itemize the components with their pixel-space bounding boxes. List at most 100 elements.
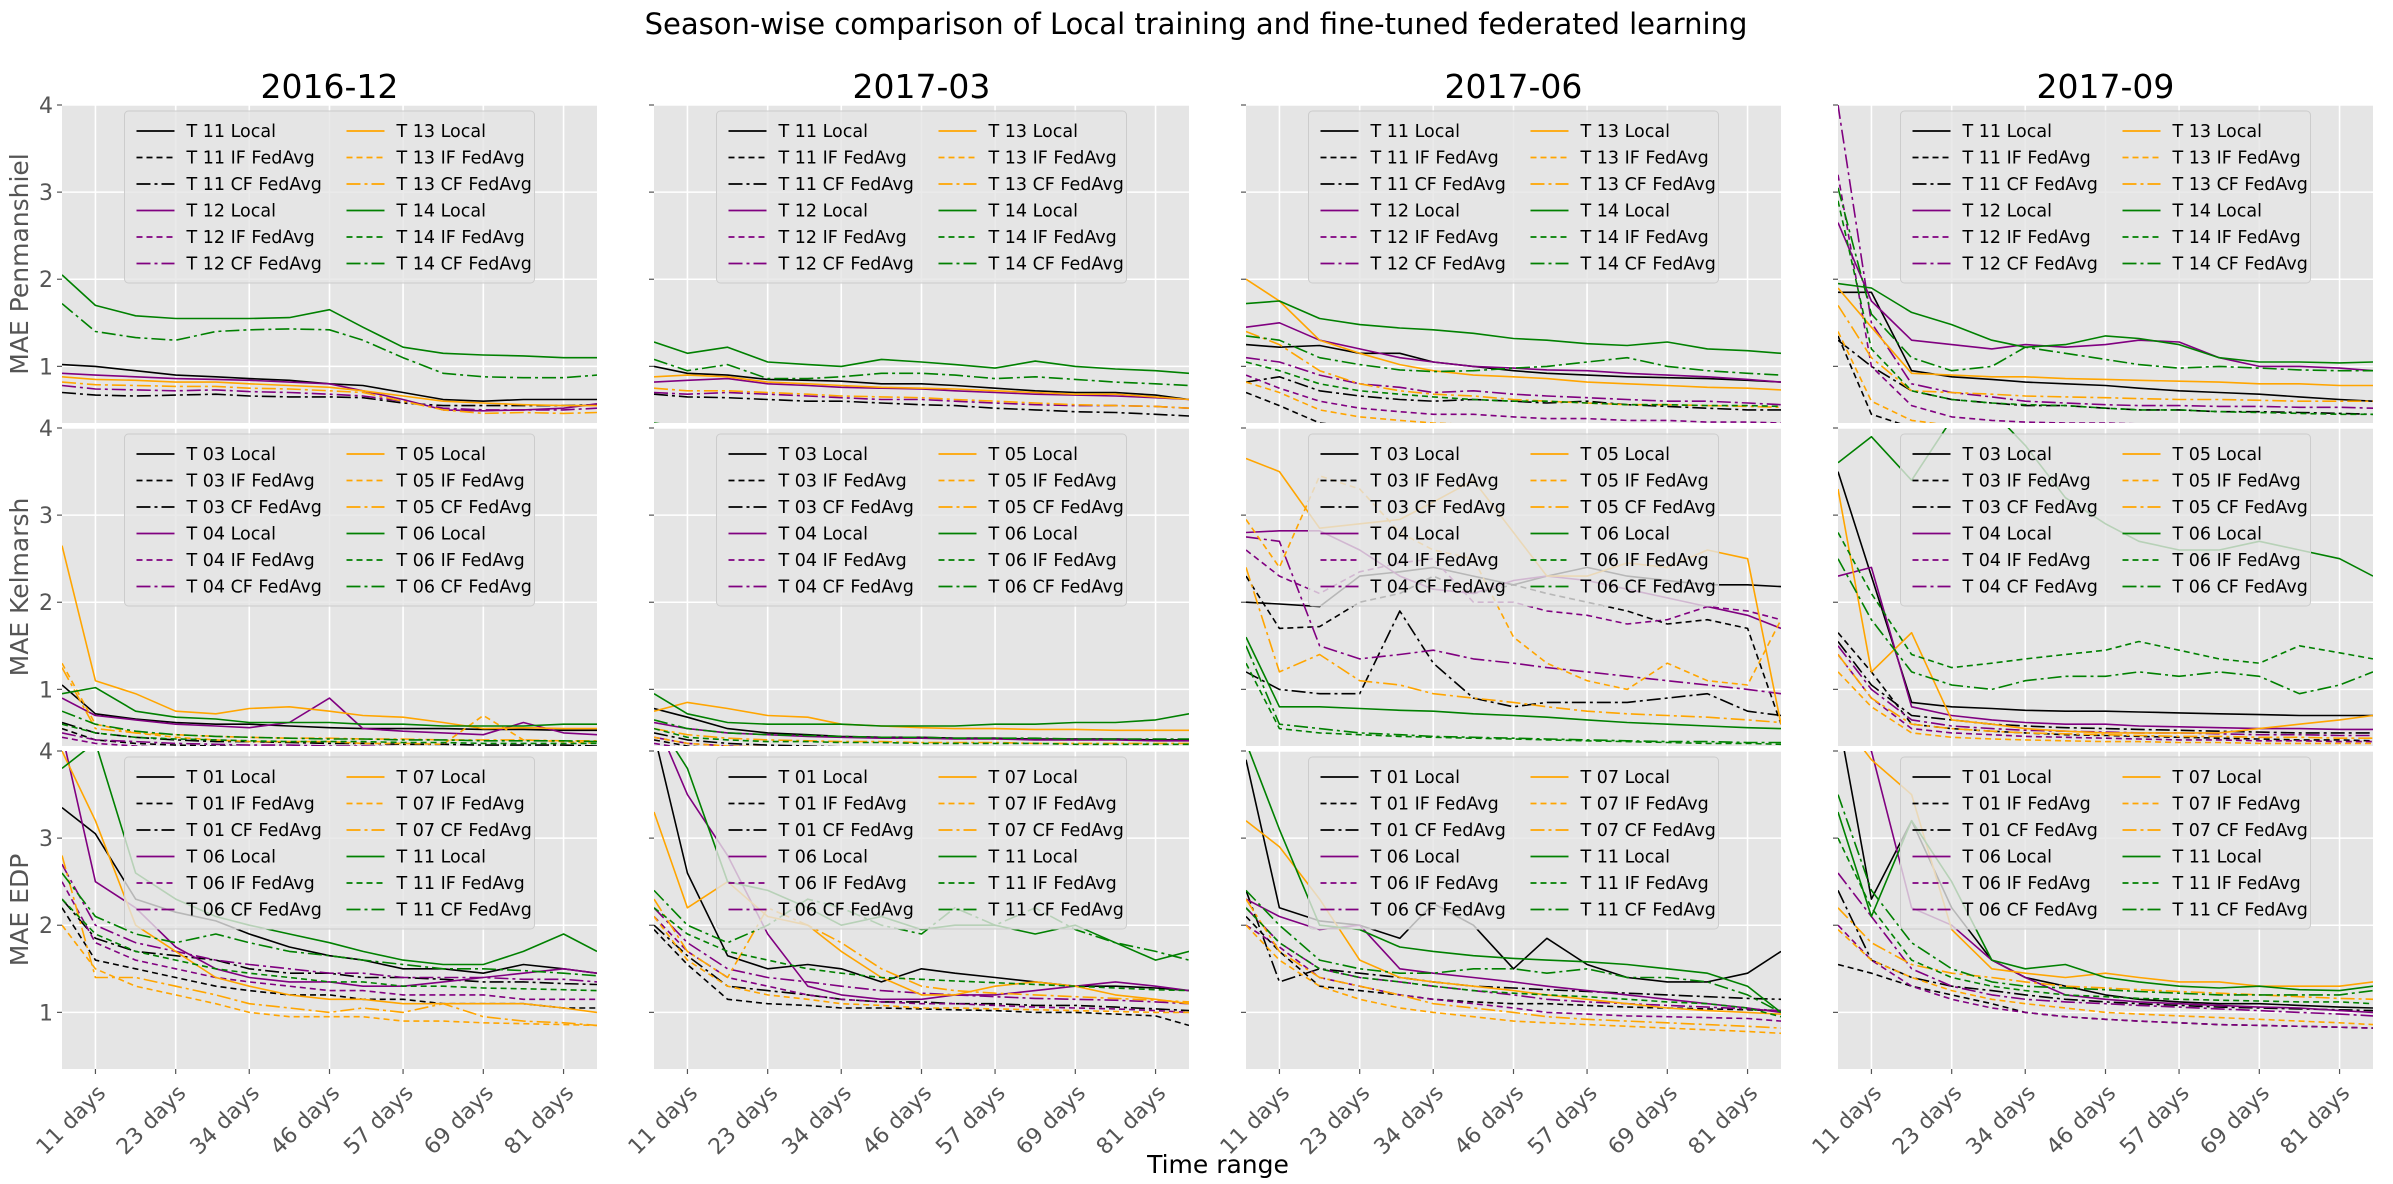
legend-label: T 05 CF FedAvg xyxy=(988,498,1124,518)
legend-label: T 14 CF FedAvg xyxy=(2172,255,2308,275)
legend-label: T 07 Local xyxy=(1580,768,1670,788)
legend-label: T 06 CF FedAvg xyxy=(1370,901,1506,921)
series-group xyxy=(1246,278,1781,423)
legend-label: T 04 IF FedAvg xyxy=(778,551,907,571)
legend-label: T 14 CF FedAvg xyxy=(988,255,1124,275)
legend-label: T 01 IF FedAvg xyxy=(1370,795,1499,815)
x-tick-label: 57 days xyxy=(2115,1081,2194,1160)
legend-label: T 06 CF FedAvg xyxy=(778,901,914,921)
legend-label: T 13 CF FedAvg xyxy=(2172,175,2308,195)
series-line xyxy=(1838,890,2373,1012)
series-line xyxy=(1838,566,2373,731)
legend-label: T 03 IF FedAvg xyxy=(1370,472,1499,492)
legend-box xyxy=(124,110,535,284)
legend-label: T 01 CF FedAvg xyxy=(1962,821,2098,841)
legend-label: T 12 Local xyxy=(186,202,276,222)
x-tick-label: 69 days xyxy=(1012,1081,1091,1160)
series-line xyxy=(654,732,838,746)
legend-label: T 04 Local xyxy=(186,525,276,545)
series-line xyxy=(1838,929,2373,1026)
legend-label: T 11 IF FedAvg xyxy=(1580,874,1709,894)
legend-label: T 04 IF FedAvg xyxy=(1370,551,1499,571)
legend: T 03 Local T 03 IF FedAvg T 03 CF FedAvg T … xyxy=(716,433,1127,607)
legend: T 01 Local T 01 IF FedAvg T 01 CF FedAvg T … xyxy=(124,756,535,930)
series-line xyxy=(654,898,1189,1003)
legend-label: T 01 CF FedAvg xyxy=(186,821,322,841)
x-tick-label: 34 days xyxy=(1962,1081,2041,1160)
legend-label: T 13 IF FedAvg xyxy=(1580,149,1709,169)
legend-label: T 11 Local xyxy=(988,848,1078,868)
y-tick-label: 1 xyxy=(39,1001,53,1026)
legend-label: T 11 Local xyxy=(1580,848,1670,868)
legend-label: T 03 Local xyxy=(186,445,276,465)
legend-label: T 13 IF FedAvg xyxy=(988,149,1117,169)
legend-label: T 01 CF FedAvg xyxy=(1370,821,1506,841)
y-axis-label: MAE EDP xyxy=(5,854,34,967)
series-line xyxy=(1246,889,1781,1014)
legend-label: T 04 CF FedAvg xyxy=(1370,578,1506,598)
series-line xyxy=(1246,907,1781,1018)
legend: T 01 Local T 01 IF FedAvg T 01 CF FedAvg T … xyxy=(1308,756,1719,930)
y-tick-label: 4 xyxy=(39,94,53,119)
legend-label: T 06 CF FedAvg xyxy=(1962,901,2098,921)
legend-label: T 05 Local xyxy=(1580,445,1670,465)
series-line xyxy=(62,855,597,1027)
legend-label: T 06 Local xyxy=(1962,848,2052,868)
series-line xyxy=(62,545,597,730)
series-line xyxy=(1838,872,2373,1017)
legend-label: T 14 CF FedAvg xyxy=(396,255,532,275)
legend-label: T 03 IF FedAvg xyxy=(1962,472,2091,492)
series-line xyxy=(1838,304,2373,403)
legend-label: T 01 IF FedAvg xyxy=(1962,795,2091,815)
legend-label: T 07 IF FedAvg xyxy=(2172,795,2301,815)
legend-label: T 01 Local xyxy=(186,768,276,788)
legend-label: T 12 IF FedAvg xyxy=(1370,228,1499,248)
legend-box xyxy=(1900,110,2311,284)
legend-label: T 06 CF FedAvg xyxy=(186,901,322,921)
legend-label: T 05 IF FedAvg xyxy=(396,472,525,492)
legend-box xyxy=(716,756,1127,930)
series-line xyxy=(62,881,597,1001)
legend-label: T 04 CF FedAvg xyxy=(778,578,914,598)
series-line xyxy=(1838,331,1938,423)
x-tick-label: 11 days xyxy=(1808,1081,1887,1160)
legend-label: T 06 IF FedAvg xyxy=(1962,874,2091,894)
legend-label: T 06 CF FedAvg xyxy=(1580,578,1716,598)
series-line xyxy=(1246,356,1781,406)
chart-panel: T 01 Local T 01 IF FedAvg T 01 CF FedAvg T … xyxy=(1808,750,2373,1160)
legend-label: T 13 CF FedAvg xyxy=(1580,175,1716,195)
legend: T 03 Local T 03 IF FedAvg T 03 CF FedAvg T … xyxy=(1900,433,2311,607)
series-line xyxy=(62,384,597,411)
series-line xyxy=(1838,282,2373,364)
series-line xyxy=(1246,898,1781,1029)
series-line xyxy=(62,721,597,746)
series-line xyxy=(654,907,1189,1005)
legend-label: T 06 CF FedAvg xyxy=(396,578,532,598)
series-group xyxy=(62,545,597,746)
legend-label: T 11 CF FedAvg xyxy=(186,175,322,195)
legend-label: T 11 IF FedAvg xyxy=(1370,149,1499,169)
chart-panel: T 03 Local T 03 IF FedAvg T 03 CF FedAvg T … xyxy=(649,427,1189,746)
legend-label: T 13 Local xyxy=(988,122,1078,142)
x-tick-label: 57 days xyxy=(339,1081,418,1160)
legend-box xyxy=(1900,756,2311,930)
series-line xyxy=(654,393,1189,417)
legend-label: T 06 IF FedAvg xyxy=(778,874,907,894)
legend-label: T 03 Local xyxy=(1370,445,1460,465)
series-line xyxy=(1246,361,1781,408)
legend-label: T 12 CF FedAvg xyxy=(1962,255,2098,275)
legend-label: T 12 Local xyxy=(778,202,868,222)
legend-label: T 12 Local xyxy=(1962,202,2052,222)
legend-label: T 11 Local xyxy=(396,848,486,868)
legend-label: T 07 IF FedAvg xyxy=(396,795,525,815)
series-line xyxy=(1246,321,1781,383)
legend-label: T 06 IF FedAvg xyxy=(1580,551,1709,571)
series-line xyxy=(654,727,1189,745)
x-tick-label: 46 days xyxy=(266,1081,345,1160)
legend-label: T 11 Local xyxy=(1370,122,1460,142)
legend-label: T 14 CF FedAvg xyxy=(1580,255,1716,275)
column-title: 2016-12 xyxy=(261,67,399,106)
x-axis-label: Time range xyxy=(1146,1150,1289,1179)
legend-label: T 13 IF FedAvg xyxy=(396,149,525,169)
series-line xyxy=(654,889,1189,961)
